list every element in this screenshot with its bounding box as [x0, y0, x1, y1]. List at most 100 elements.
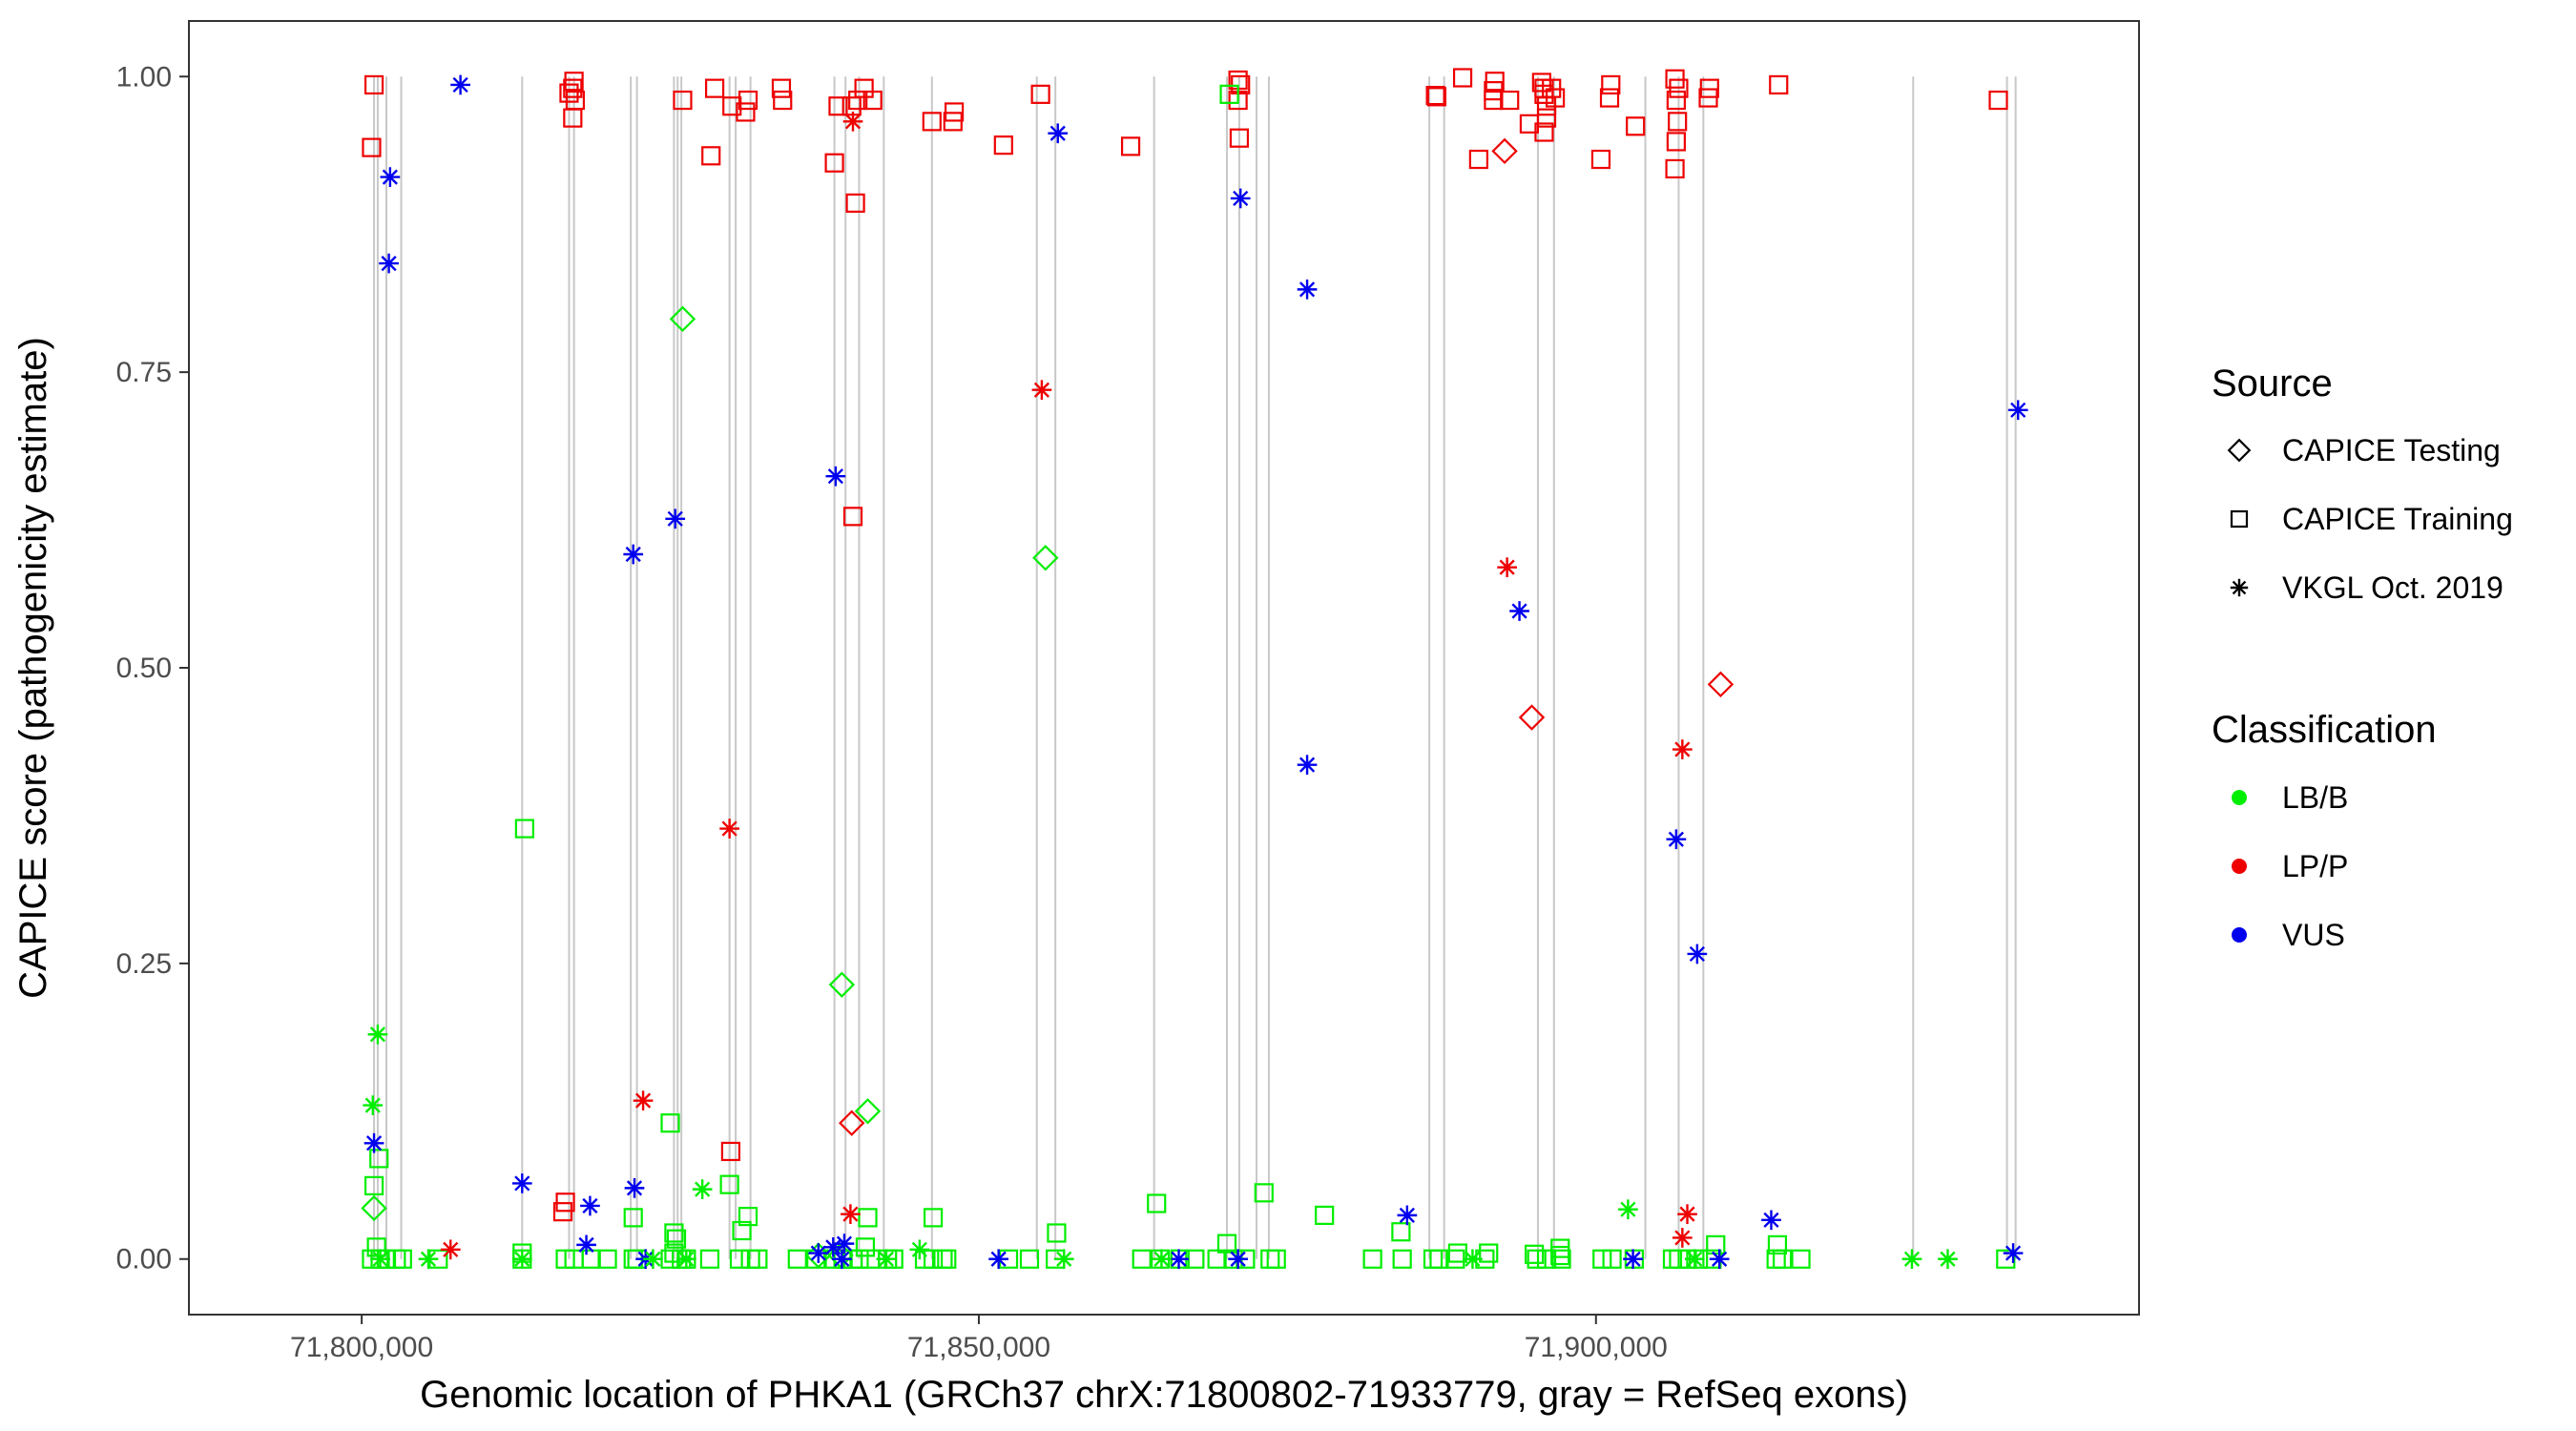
data-point — [834, 1234, 855, 1254]
data-point — [1684, 1249, 1705, 1270]
data-point — [737, 1207, 758, 1227]
data-point — [580, 1195, 600, 1216]
data-point — [1207, 1249, 1227, 1269]
data-point — [923, 1249, 944, 1269]
exon-lines — [373, 76, 2017, 1259]
data-point — [440, 1239, 461, 1260]
data-point — [552, 1202, 573, 1222]
data-point — [748, 1249, 768, 1269]
x-tick-label: 71,800,000 — [290, 1332, 433, 1363]
legend-key-square — [2230, 509, 2249, 529]
data-point — [1996, 1249, 2016, 1269]
data-point — [514, 819, 534, 839]
legend-key-dot — [2232, 927, 2247, 943]
data-point — [379, 253, 399, 274]
data-point — [841, 96, 862, 116]
data-point — [1601, 74, 1621, 95]
data-point — [1120, 136, 1141, 156]
data-point — [1599, 88, 1620, 108]
data-point — [665, 508, 686, 529]
legend-key-dot — [2232, 790, 2247, 805]
data-point — [855, 1237, 876, 1257]
data-point — [1988, 90, 2008, 111]
data-point — [1551, 1249, 1571, 1269]
data-point — [1169, 1249, 1189, 1270]
data-point — [1047, 1223, 1067, 1243]
data-point — [842, 507, 863, 527]
data-point — [1706, 1234, 1726, 1255]
data-point — [1425, 85, 1445, 106]
data-point — [825, 466, 846, 487]
data-point — [720, 1141, 741, 1162]
x-axis-title: Genomic location of PHKA1 (GRCh37 chrX:7… — [420, 1374, 1908, 1416]
data-point — [643, 1249, 663, 1270]
data-point — [1666, 829, 1687, 850]
data-point — [675, 1249, 696, 1270]
data-point — [1397, 1205, 1418, 1226]
data-point — [1315, 1205, 1335, 1225]
data-point — [370, 1249, 390, 1270]
data-point — [787, 1249, 807, 1269]
y-tick-label: 0.75 — [116, 357, 172, 388]
data-point — [719, 819, 739, 839]
y-tick-label: 0.50 — [116, 653, 172, 684]
data-point — [858, 1208, 878, 1228]
data-point — [1531, 73, 1551, 93]
data-point — [364, 1132, 384, 1153]
data-point — [828, 971, 856, 998]
data-point — [1030, 84, 1050, 104]
data-point — [1668, 112, 1688, 132]
data-point — [922, 112, 942, 132]
data-point — [988, 1249, 1008, 1270]
data-point — [364, 74, 384, 95]
data-point — [701, 146, 721, 166]
data-point — [1767, 1234, 1788, 1255]
data-point — [1484, 90, 1504, 111]
data-point — [1536, 1249, 1557, 1269]
data-point — [1602, 1249, 1622, 1269]
data-point — [841, 1204, 861, 1224]
data-point — [1297, 755, 1318, 775]
data-point — [737, 90, 758, 111]
data-point — [1791, 1249, 1811, 1269]
data-point — [1518, 704, 1546, 731]
data-point — [1452, 68, 1473, 88]
data-point — [363, 1095, 384, 1115]
x-axis-ticks: 71,800,000 71,850,000 71,900,000 — [290, 1315, 1668, 1363]
data-point — [842, 112, 863, 132]
data-point — [664, 1223, 684, 1243]
legend-label: CAPICE Testing — [2282, 433, 2501, 467]
data-point — [1500, 90, 1520, 111]
data-point — [633, 1090, 654, 1111]
data-point — [923, 1208, 944, 1228]
data-point — [564, 72, 584, 92]
data-point — [380, 167, 401, 187]
legend-label: CAPICE Training — [2282, 502, 2513, 536]
data-point — [1228, 1249, 1248, 1270]
data-point — [1901, 1249, 1922, 1270]
data-point — [832, 1249, 852, 1270]
data-point — [511, 1173, 532, 1193]
data-point — [848, 90, 868, 111]
data-point — [1230, 188, 1251, 209]
data-point — [732, 1220, 752, 1241]
data-point — [828, 96, 848, 116]
data-point — [1426, 87, 1447, 107]
legend-label: VKGL Oct. 2019 — [2282, 570, 2503, 605]
data-point — [666, 1229, 687, 1249]
data-point — [719, 1174, 739, 1194]
data-point — [771, 78, 792, 98]
data-point — [933, 1249, 953, 1269]
data-point — [1392, 1249, 1412, 1269]
data-point — [418, 1249, 439, 1270]
data-point — [362, 137, 382, 157]
data-point — [1297, 280, 1318, 300]
legend-key-dot — [2232, 859, 2247, 874]
data-point — [729, 1249, 750, 1269]
data-point — [1938, 1249, 1958, 1270]
data-point — [1669, 78, 1689, 98]
x-tick-label: 71,900,000 — [1525, 1332, 1668, 1363]
data-point — [364, 1175, 384, 1195]
legend-source: Source CAPICE Testing CAPICE Training VKGL… — [2212, 363, 2513, 605]
data-point — [597, 1249, 617, 1269]
